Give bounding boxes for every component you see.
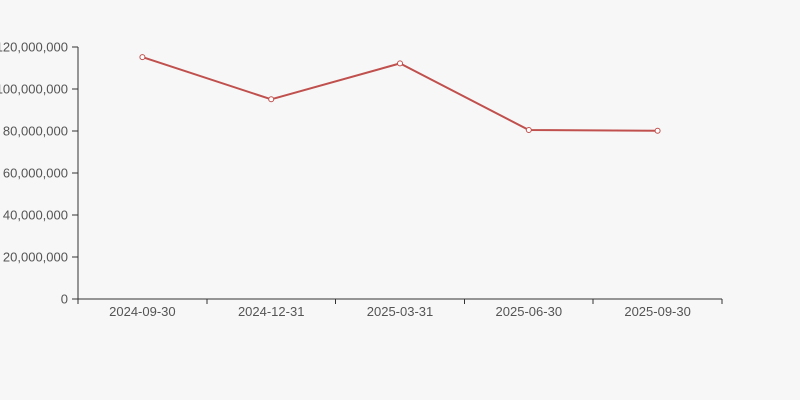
y-axis-ticks <box>72 46 78 300</box>
x-tick-label: 2025-03-31 <box>367 304 434 319</box>
y-tick-label: 120,000,000 <box>0 40 68 55</box>
x-tick-label: 2024-09-30 <box>109 304 176 319</box>
y-tick-label: 40,000,000 <box>3 208 68 223</box>
data-line <box>141 56 659 132</box>
data-point-marker <box>654 127 661 134</box>
y-tick-label: 60,000,000 <box>3 166 68 181</box>
y-axis-labels: 0 20,000,000 40,000,000 60,000,000 80,00… <box>0 40 68 307</box>
y-tick-label: 0 <box>61 292 68 307</box>
data-point-marker <box>268 96 275 103</box>
y-tick-label: 100,000,000 <box>0 82 68 97</box>
data-markers <box>139 54 661 134</box>
x-tick-label: 2025-09-30 <box>624 304 691 319</box>
y-tick-label: 80,000,000 <box>3 124 68 139</box>
x-tick-label: 2025-06-30 <box>496 304 563 319</box>
data-point-marker <box>397 60 403 67</box>
y-tick-label: 20,000,000 <box>3 250 68 265</box>
x-axis-labels: 2024-09-30 2024-12-31 2025-03-31 2025-06… <box>109 304 691 319</box>
data-point-marker <box>139 54 146 61</box>
x-axis-ticks <box>77 299 723 304</box>
x-tick-label: 2024-12-31 <box>238 304 305 319</box>
data-point-marker <box>525 127 532 133</box>
